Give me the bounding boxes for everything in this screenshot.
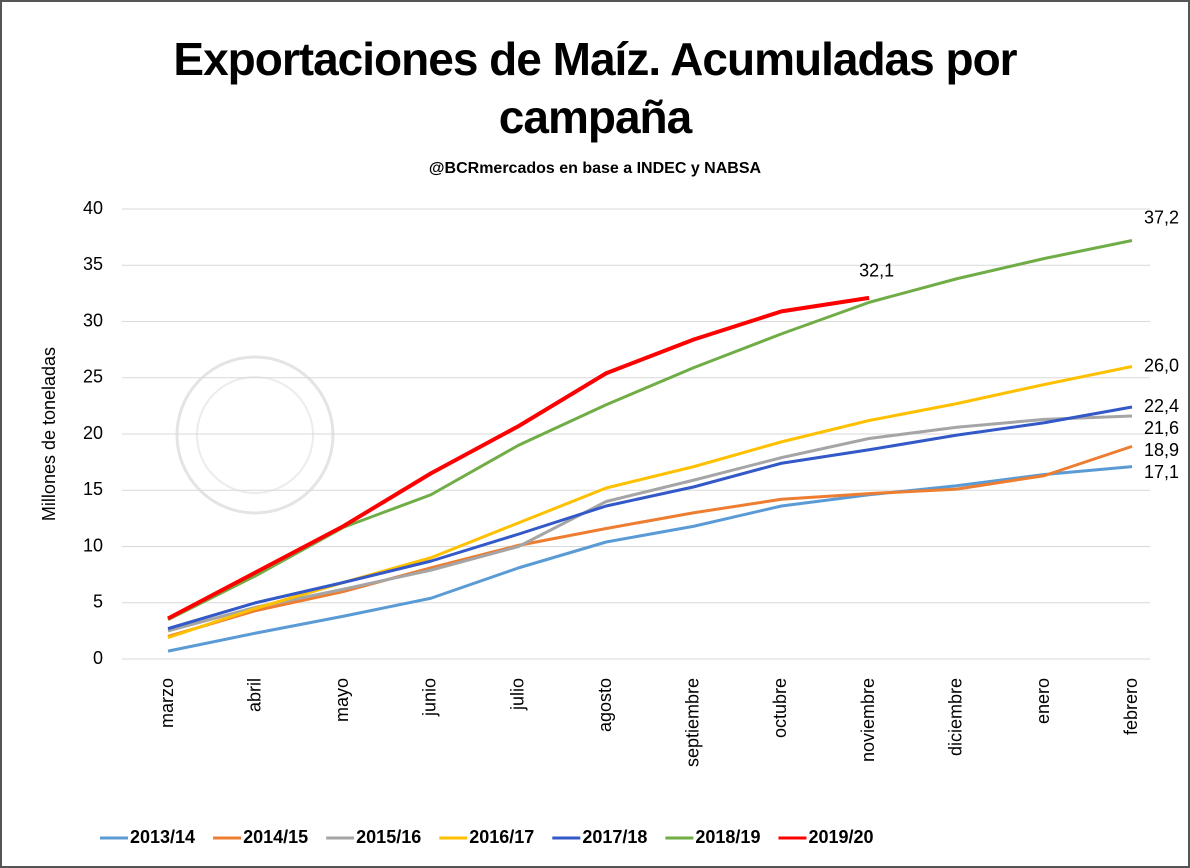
legend-label: 2015/16 [356,827,421,847]
x-tick-label: enero [1033,678,1053,724]
data-label: 37,2 [1144,207,1179,227]
y-tick-label: 15 [83,479,103,499]
chart-subtitle: @BCRmercados en base a INDEC y NABSA [428,160,762,177]
x-tick-label: mayo [332,678,352,722]
legend-label: 2018/19 [695,827,760,847]
x-tick-label: abril [244,678,264,712]
y-tick-label: 20 [83,423,103,443]
y-axis-label: Millones de toneladas [39,347,59,521]
data-label: 32,1 [859,261,894,281]
series-line [167,295,870,621]
legend-label: 2016/17 [469,827,534,847]
x-tick-label: junio [420,678,440,717]
x-tick-label: febrero [1121,678,1141,735]
watermark [175,355,335,515]
x-tick-label: septiembre [683,678,703,767]
series-line [167,465,1133,653]
watermark [196,376,314,494]
x-tick-label: marzo [157,678,177,728]
y-tick-label: 35 [83,254,103,274]
legend-label: 2013/14 [130,827,195,847]
legend-label: 2017/18 [582,827,647,847]
chart-title: Exportaciones de Maíz. Acumuladas por ca… [173,33,1017,143]
legend-label: 2019/20 [808,827,873,847]
y-tick-label: 5 [93,592,103,612]
data-label: 26,0 [1144,355,1179,375]
legend-label: 2014/15 [243,827,308,847]
data-label: 21,6 [1144,418,1179,438]
x-tick-label: octubre [770,678,790,738]
x-tick-label: julio [507,678,527,711]
y-tick-label: 0 [93,648,103,668]
series-line [167,444,1133,638]
x-tick-label: diciembre [945,678,965,756]
series-line [167,414,1133,633]
series-line [167,405,1133,631]
x-tick-label: noviembre [858,678,878,762]
data-label: 22,4 [1144,396,1179,416]
data-label: 18,9 [1144,440,1179,460]
x-tick-label: agosto [595,678,615,732]
y-tick-label: 40 [83,198,103,218]
y-tick-label: 30 [83,310,103,330]
data-label: 17,1 [1144,462,1179,482]
y-tick-label: 10 [83,535,103,555]
y-tick-label: 25 [83,367,103,387]
